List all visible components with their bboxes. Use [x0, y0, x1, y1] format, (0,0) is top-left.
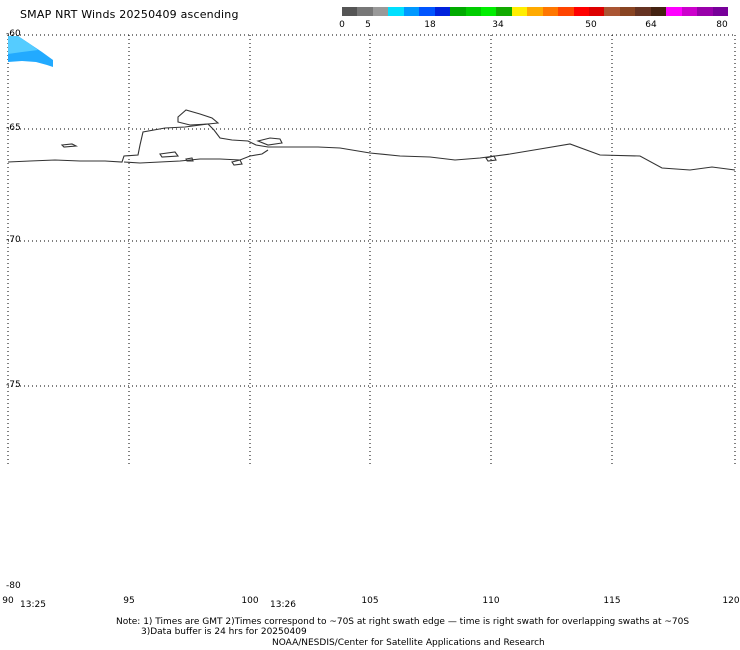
lon-label-105: 105: [361, 596, 379, 606]
colorbar-tick-0: 0: [339, 20, 345, 30]
colorbar-segment-5: [419, 7, 435, 16]
colorbar-tick-18: 18: [424, 20, 436, 30]
lat-label-80: -80: [6, 581, 21, 591]
colorbar-tick-34: 34: [492, 20, 504, 30]
coastline-inner: [123, 149, 269, 164]
wind-speed-colorbar: [342, 7, 728, 16]
lon-label-95: 95: [123, 596, 135, 606]
colorbar-segment-19: [635, 7, 651, 16]
colorbar-segment-1: [357, 7, 373, 16]
small-island-2: [60, 143, 79, 148]
map-title: SMAP NRT Winds 20250409 ascending: [20, 8, 239, 21]
colorbar-segment-7: [450, 7, 466, 16]
lon-label-90: 90: [2, 596, 14, 606]
colorbar-segment-17: [604, 7, 620, 16]
colorbar-segment-11: [511, 7, 528, 16]
lat-label-70: -70: [6, 235, 21, 245]
colorbar-segment-0: [342, 7, 358, 16]
colorbar-segment-16: [589, 7, 605, 16]
colorbar-segment-9: [480, 7, 497, 16]
lon-gridlines: [7, 35, 736, 465]
colorbar-tick-64: 64: [645, 20, 657, 30]
colorbar-segment-13: [542, 7, 559, 16]
colorbar-segment-15: [573, 7, 589, 16]
colorbar-segment-23: [697, 7, 713, 16]
note-line-3: NOAA/NESDIS/Center for Satellite Applica…: [272, 638, 545, 648]
colorbar-segment-4: [403, 7, 420, 16]
colorbar-tick-50: 50: [585, 20, 597, 30]
small-island-6: [485, 155, 497, 162]
colorbar-segment-2: [372, 7, 389, 16]
colorbar-segment-21: [666, 7, 682, 16]
colorbar-segment-10: [496, 7, 512, 16]
colorbar-segment-12: [527, 7, 543, 16]
colorbar-segment-20: [650, 7, 667, 16]
colorbar-segment-24: [712, 7, 728, 16]
ice-shelf-island: [177, 109, 220, 126]
lon-label-110: 110: [482, 596, 500, 606]
small-island-1: [159, 151, 180, 158]
note-line-1: Note: 1) Times are GMT 2)Times correspon…: [116, 617, 690, 627]
note-line-2: 3)Data buffer is 24 hrs for 20250409: [141, 627, 307, 637]
colorbar-tick-80: 80: [716, 20, 728, 30]
colorbar-segment-14: [558, 7, 574, 16]
colorbar-segment-8: [465, 7, 481, 16]
colorbar-segment-22: [681, 7, 698, 16]
wind-swath-light: [8, 36, 38, 54]
colorbar-segment-3: [388, 7, 404, 16]
swath-time-2: 13:26: [270, 600, 296, 610]
small-island-4: [231, 159, 243, 166]
lon-label-115: 115: [603, 596, 621, 606]
colorbar-segment-18: [619, 7, 636, 16]
swath-time-1: 13:25: [20, 600, 46, 610]
lat-label-75: -75: [6, 380, 21, 390]
lat-label-60: -60: [6, 29, 21, 39]
coastline-main: [7, 123, 736, 171]
lat-label-65: -65: [6, 123, 21, 133]
lon-label-100: 100: [241, 596, 259, 606]
colorbar-segment-6: [434, 7, 451, 16]
lon-label-120: 120: [722, 596, 740, 606]
small-island-5: [185, 157, 194, 162]
colorbar-tick-5: 5: [365, 20, 371, 30]
lat-gridlines: [8, 34, 735, 387]
small-island-3: [256, 137, 283, 146]
antarctic-coastline: [7, 109, 736, 171]
